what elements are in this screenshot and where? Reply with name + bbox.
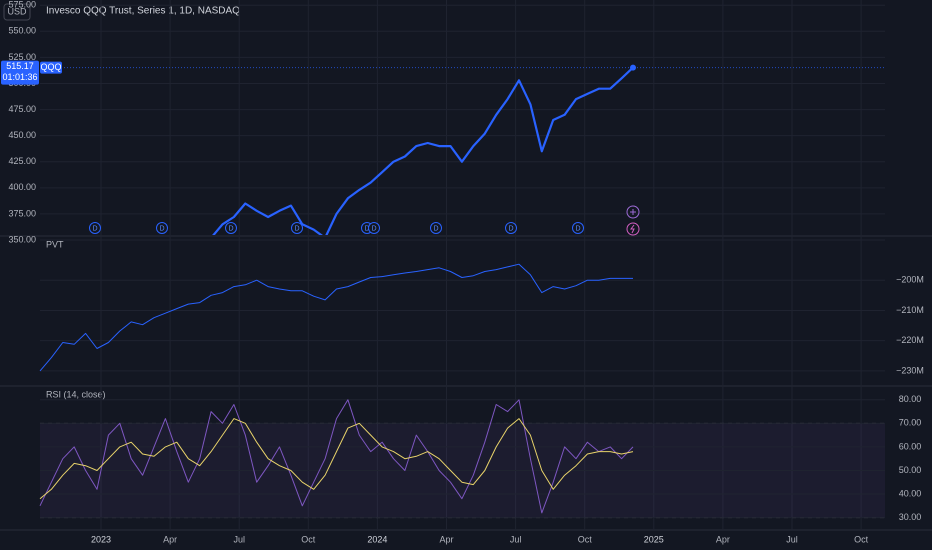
x-tick-label: Jul [233, 534, 245, 544]
y-tick-label: −210M [896, 305, 924, 315]
x-tick-label: Oct [301, 534, 316, 544]
y-tick-label: −200M [896, 275, 924, 285]
dividend-marker [505, 222, 517, 234]
symbol-tag [40, 61, 62, 74]
last-price-box [1, 60, 39, 85]
dividend-marker-label: D [159, 225, 164, 232]
pane-title: PVT [46, 239, 64, 249]
dividend-marker-label: D [433, 225, 438, 232]
last-price-dot [630, 64, 636, 71]
dividend-marker [572, 222, 584, 234]
dividend-marker-label: D [92, 225, 97, 232]
y-tick-label: 450.00 [8, 130, 36, 140]
x-tick-label: 2023 [91, 534, 111, 544]
y-tick-label: 40.00 [899, 488, 922, 498]
event-icon[interactable] [626, 222, 640, 236]
x-tick-label: Jul [510, 534, 522, 544]
last-price-label: 515.17 [6, 61, 34, 71]
y-tick-label: −220M [896, 335, 924, 345]
y-tick-label: 80.00 [899, 394, 922, 404]
dividend-marker [430, 222, 442, 234]
dividend-marker [89, 222, 101, 234]
y-tick-label: 50.00 [899, 465, 922, 475]
x-tick-label: 2025 [644, 534, 664, 544]
series-line [39, 418, 634, 500]
dividend-marker [291, 222, 303, 234]
dividend-marker-label: D [364, 225, 369, 232]
dividend-marker [156, 222, 168, 234]
x-tick-label: Jul [786, 534, 798, 544]
currency-label[interactable]: USD [7, 6, 27, 16]
event-icon-glyph [630, 224, 635, 234]
add-icon-glyph [630, 209, 636, 215]
x-tick-label: 2024 [367, 534, 387, 544]
x-tick-label: Apr [716, 534, 730, 544]
pane-title: RSI (14, close) [46, 389, 106, 399]
dividend-marker-label: D [575, 225, 580, 232]
dividend-marker-label: D [228, 225, 233, 232]
y-tick-label: 350.00 [8, 234, 36, 244]
y-tick-label: 575.00 [8, 0, 36, 10]
y-tick-label: 525.00 [8, 52, 36, 62]
countdown-label: 01:01:36 [2, 72, 37, 82]
event-icons [626, 205, 640, 236]
x-tick-label: Apr [439, 534, 453, 544]
x-tick-label: Oct [578, 534, 593, 544]
x-tick-label: Apr [163, 534, 177, 544]
chart-title: Invesco QQQ Trust, Series 1, 1D, NASDAQ [46, 6, 240, 17]
y-tick-label: 475.00 [8, 104, 36, 114]
y-tick-label: 375.00 [8, 208, 36, 218]
symbol-tag-label: QQQ [40, 62, 61, 72]
y-tick-label: 60.00 [899, 441, 922, 451]
dividend-marker-label: D [294, 225, 299, 232]
y-tick-label: 30.00 [899, 512, 922, 522]
x-tick-label: Oct [854, 534, 869, 544]
add-icon[interactable] [626, 205, 640, 219]
y-tick-label: 425.00 [8, 156, 36, 166]
dividend-marker [368, 222, 380, 234]
series-line [39, 263, 633, 372]
y-tick-label: 70.00 [899, 418, 922, 428]
y-tick-label: 550.00 [8, 26, 36, 36]
series-line [39, 399, 634, 514]
currency-button[interactable] [3, 3, 31, 21]
dividend-marker-label: D [508, 225, 513, 232]
series-line [212, 66, 634, 235]
y-tick-label: 400.00 [8, 182, 36, 192]
dividend-marker [225, 222, 237, 234]
dividend-marker-label: D [371, 225, 376, 232]
y-tick-label: −230M [896, 365, 924, 375]
